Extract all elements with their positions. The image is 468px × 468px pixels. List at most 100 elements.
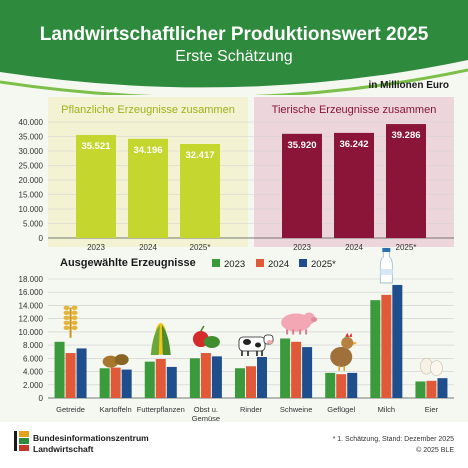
bottom-x-tick-label: Rinder [240,405,263,414]
top-y-tick-label: 15.000 [19,191,44,200]
top-y-tick-label: 35.000 [19,133,44,142]
ble-logo [14,431,29,451]
top-y-tick-label: 25.000 [19,162,44,171]
top-x-tick-label: 2025* [190,243,211,252]
page-title: Landwirtschaftlicher Produktionswert 202… [40,24,429,45]
top-x-tick-label: 2024 [345,243,363,252]
bottom-bar [76,348,87,398]
top-x-tick-label: 2023 [87,243,105,252]
bottom-y-tick-label: 14.000 [19,301,44,310]
bottom-x-tick-label: Milch [378,405,396,414]
plant-group-title: Pflanzliche Erzeugnisse zusammen [61,104,235,116]
bottom-bar [280,338,291,398]
top-bar-value-label: 32.417 [185,150,214,161]
legend-label: 2024 [268,259,289,270]
bottom-x-tick-label: Futterpflanzen [137,405,185,414]
page-subtitle: Erste Schätzung [175,48,292,65]
bottom-bar [392,284,403,398]
top-y-tick-label: 5.000 [23,220,44,229]
top-y-tick-label: 10.000 [19,205,44,214]
milk-bottle-icon [379,247,393,284]
bottom-bar [189,358,200,398]
top-x-tick-label: 2024 [139,243,157,252]
bottom-bar [257,357,267,398]
bottom-bar [291,341,302,398]
bottom-y-tick-label: 10.000 [19,328,44,337]
cow-icon [238,334,274,357]
bottom-x-tick-label: Geflügel [327,405,355,414]
legend-label: 2023 [224,259,245,270]
pig-icon [281,312,318,335]
bottom-y-tick-label: 8.000 [23,341,44,350]
legend-swatch [212,259,220,267]
top-bar [282,133,322,238]
bottom-bar [426,380,437,398]
top-bar-value-label: 35.521 [81,141,111,152]
bottom-bar [246,366,256,398]
fruit-vegetable-icon [192,325,220,349]
bottom-bar [415,381,426,398]
bottom-bar [200,353,211,398]
bottom-bar [110,367,121,398]
bottom-x-tick-label: Schweine [280,405,313,414]
bottom-bar [155,358,166,398]
top-x-tick-label: 2025* [396,243,417,252]
bottom-bar [211,356,222,398]
top-bar [180,143,220,238]
bottom-bar [347,372,358,398]
bottom-x-tick-label: Eier [425,405,439,414]
top-bar [386,124,426,238]
product-icons [63,247,443,376]
bottom-x-tick-label: Obst u. [194,405,218,414]
top-bar [76,134,116,238]
bottom-y-tick-label: 0 [39,394,44,403]
legend-label: 2025* [311,259,336,270]
bottom-y-tick-label: 6.000 [23,354,44,363]
legend-swatch [299,259,307,267]
top-bar [128,138,168,238]
wheat-icon [63,305,78,338]
bottom-x-tick-label: Getreide [56,405,85,414]
top-x-tick-label: 2023 [293,243,311,252]
bottom-bar [235,368,245,398]
bottom-bar [302,347,313,398]
animal-group-title: Tierische Erzeugnisse zusammen [272,104,437,116]
footer-background [0,422,468,468]
top-y-tick-label: 20.000 [19,176,44,185]
chicken-icon [330,332,358,371]
bottom-chart-title: Ausgewählte Erzeugnisse [60,257,196,269]
bottom-bar [325,372,336,398]
top-y-tick-label: 30.000 [19,147,44,156]
bottom-bar [121,369,132,398]
unit-label: in Millionen Euro [368,80,449,91]
top-bar-value-label: 34.196 [133,145,162,156]
bottom-x-tick-label: Gemüse [192,414,220,423]
org-name-line2: Landwirtschaft [33,444,94,454]
bottom-bar [99,368,110,398]
footnote: * 1. Schätzung, Stand: Dezember 2025 [333,436,455,443]
top-bar-value-label: 36.242 [339,139,368,150]
top-chart-bars: 35.521 2023 34.196 2024 32.417 2025* 35.920 202… [76,124,426,252]
top-y-tick-label: 40.000 [19,118,44,127]
corn-icon [150,322,171,355]
legend-swatch [256,259,264,267]
top-bar-value-label: 35.920 [287,140,316,151]
eggs-icon [420,357,443,376]
bottom-bar [370,300,381,398]
bottom-y-tick-label: 4.000 [23,368,44,377]
bottom-chart-bars: Getreide Kartoffeln Futterpflanzen Obst u.G… [54,284,448,423]
top-bar [334,132,374,238]
top-bar-value-label: 39.286 [391,130,420,141]
bottom-bar [381,294,392,398]
bottom-y-tick-label: 16.000 [19,288,44,297]
bottom-y-tick-label: 12.000 [19,315,44,324]
bottom-bar [437,378,448,398]
legend: 2023 2024 2025* [212,259,336,270]
header-wave [0,60,468,95]
bottom-bar [336,374,347,398]
bottom-y-tick-label: 2.000 [23,381,44,390]
bottom-bar [144,361,155,398]
top-y-tick-label: 0 [39,234,44,243]
